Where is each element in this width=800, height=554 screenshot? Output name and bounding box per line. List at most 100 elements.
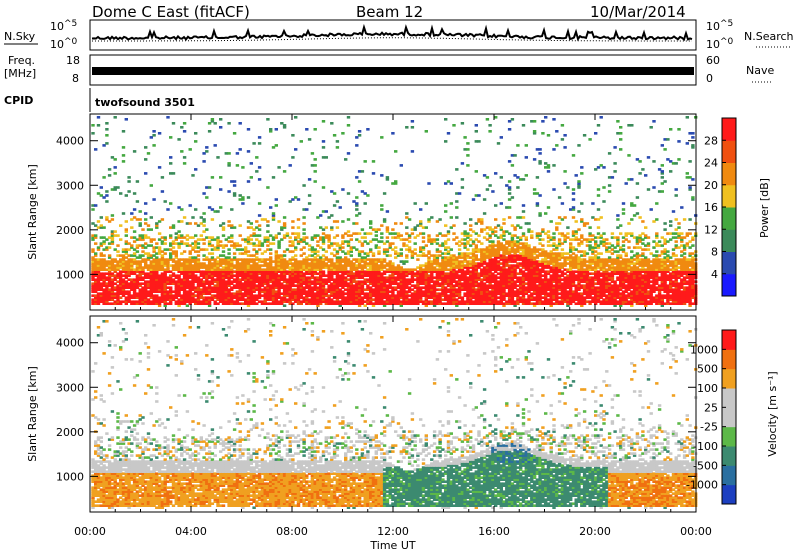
heatmap-cell (138, 254, 142, 257)
heatmap-cell (499, 226, 503, 229)
heatmap-cell (102, 300, 106, 303)
heatmap-cell (210, 248, 215, 251)
heatmap-cell (402, 298, 406, 301)
heatmap-cell (532, 270, 537, 273)
heatmap-cell (230, 180, 234, 183)
heatmap-cell (302, 290, 306, 293)
heatmap-cell (546, 170, 551, 173)
heatmap-cell (507, 264, 512, 267)
heatmap-cell (257, 280, 262, 283)
heatmap-cell (152, 286, 156, 289)
heatmap-cell (569, 258, 573, 261)
heatmap-cell (96, 262, 101, 265)
heatmap-cell (141, 266, 145, 269)
heatmap-cell (216, 286, 220, 289)
heatmap-cell (499, 300, 503, 303)
heatmap-cell (382, 270, 387, 273)
heatmap-cell (260, 280, 265, 283)
heatmap-cell (135, 266, 140, 269)
heatmap-cell (357, 274, 362, 277)
heatmap-cell (424, 276, 428, 279)
heatmap-cell (396, 296, 401, 299)
heatmap-cell (91, 124, 95, 127)
heatmap-cell (480, 256, 484, 259)
heatmap-cell (260, 258, 265, 261)
heatmap-cell (499, 292, 503, 295)
heatmap-cell (405, 260, 409, 263)
heatmap-cell (266, 282, 270, 285)
heatmap-cell (263, 290, 267, 293)
heatmap-cell (507, 186, 512, 189)
heatmap-cell (488, 234, 492, 237)
heatmap-cell (494, 298, 498, 301)
heatmap-cell (157, 268, 162, 271)
heatmap-cell (377, 292, 381, 295)
heatmap-cell (277, 284, 281, 287)
heatmap-cell (435, 274, 440, 277)
heatmap-cell (349, 282, 353, 285)
heatmap-cell (549, 262, 553, 265)
heatmap-cell (241, 252, 245, 255)
heatmap-cell (280, 228, 284, 231)
heatmap-cell (257, 178, 262, 181)
heatmap-cell (91, 286, 95, 289)
heatmap-cell (388, 276, 392, 279)
heatmap-cell (377, 280, 381, 283)
heatmap-cell (513, 154, 517, 157)
heatmap-cell (302, 258, 306, 261)
heatmap-cell (91, 258, 95, 261)
heatmap-cell (555, 288, 559, 291)
heatmap-cell (410, 298, 415, 301)
heatmap-cell (382, 288, 387, 291)
heatmap-cell (174, 254, 178, 257)
heatmap-cell (135, 302, 140, 305)
heatmap-cell (230, 208, 234, 211)
heatmap-cell (471, 278, 476, 281)
heatmap-cell (521, 210, 526, 213)
heatmap-cell (155, 298, 159, 301)
heatmap-cell (188, 204, 192, 207)
heatmap-cell (480, 274, 484, 277)
heatmap-cell (538, 286, 542, 289)
heatmap-cell (241, 268, 245, 271)
heatmap-cell (291, 198, 295, 201)
heatmap-cell (360, 256, 365, 259)
heatmap-cell (227, 152, 231, 155)
heatmap-cell (482, 274, 487, 277)
heatmap-cell (294, 274, 298, 277)
heatmap-cell (244, 262, 248, 265)
heatmap-cell (502, 270, 506, 273)
heatmap-cell (230, 296, 234, 299)
heatmap-cell (138, 278, 142, 281)
heatmap-cell (469, 228, 473, 231)
heatmap-cell (335, 292, 340, 295)
heatmap-cell (219, 274, 223, 277)
heatmap-cell (207, 286, 212, 289)
heatmap-cell (144, 258, 148, 261)
heatmap-cell (107, 290, 112, 293)
heatmap-cell (363, 280, 367, 283)
heatmap-cell (177, 278, 181, 281)
heatmap-cell (299, 140, 303, 143)
heatmap-cell (510, 196, 515, 199)
heatmap-cell (341, 300, 345, 303)
heatmap-cell (152, 276, 156, 279)
heatmap-cell (335, 220, 340, 223)
heatmap-cell (296, 294, 301, 297)
heatmap-cell (216, 292, 220, 295)
heatmap-cell (169, 156, 173, 159)
heatmap-cell (549, 258, 553, 261)
heatmap-cell (477, 284, 481, 287)
heatmap-cell (146, 252, 151, 255)
heatmap-cell (291, 220, 295, 223)
heatmap-cell (535, 264, 540, 267)
heatmap-cell (552, 244, 556, 247)
heatmap-cell (271, 216, 276, 219)
heatmap-cell (144, 242, 148, 245)
heatmap-cell (430, 294, 434, 297)
heatmap-cell (277, 246, 281, 249)
heatmap-cell (241, 248, 245, 251)
heatmap-cell (391, 262, 395, 265)
heatmap-cell (110, 278, 115, 281)
heatmap-cell (246, 266, 251, 269)
